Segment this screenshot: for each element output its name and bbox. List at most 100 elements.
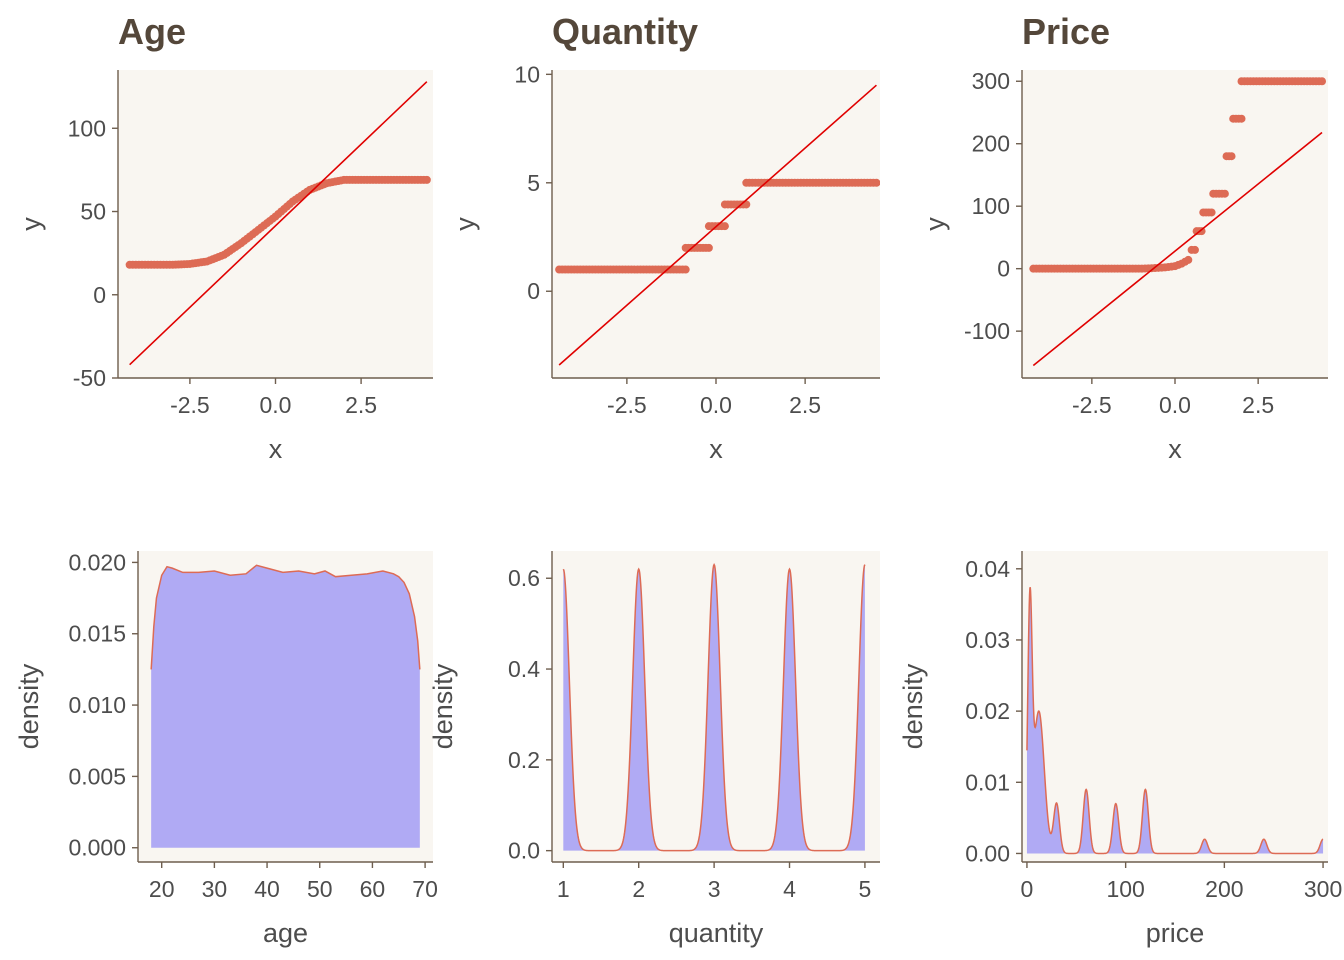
chart-3: Price -2.5 0.0 2.5 -100 0 100 200 300 x y (920, 11, 1328, 464)
density-line (1026, 587, 1324, 855)
qq-reference-line (558, 84, 877, 366)
x-tick-label: 300 (1304, 876, 1342, 902)
chart-4: 20 30 40 50 60 70 0.000 0.005 0.010 0.015 0.020 age… (14, 549, 438, 948)
chart-6: 0 100 200 300 0.00 0.01 0.02 0.03 0.04 price densi… (898, 551, 1342, 948)
y-tick-label: 0 (93, 282, 106, 308)
chart-2: Quantity -2.5 0.0 2.5 0 5 10 x y (450, 11, 880, 464)
x-tick-label: 60 (360, 876, 386, 902)
x-tick-label: 20 (149, 876, 175, 902)
y-axis-label: y (16, 217, 46, 231)
y-axis-label: density (14, 663, 44, 749)
y-tick-label: 0.005 (68, 763, 126, 789)
y-tick-label: 0.04 (965, 556, 1010, 582)
x-tick-label: 3 (708, 876, 721, 902)
chart-title: Age (118, 11, 186, 52)
y-tick-label: 0 (997, 256, 1010, 282)
x-tick-label: 1 (557, 876, 570, 902)
density-area (151, 565, 420, 848)
x-axis-label: age (263, 918, 308, 948)
x-tick-label: 0.0 (260, 392, 292, 418)
x-tick-label: 50 (307, 876, 333, 902)
x-tick-label: 0 (1021, 876, 1034, 902)
qq-point-103 (422, 175, 431, 184)
data-layer (562, 562, 866, 852)
data-layer (125, 81, 431, 366)
qq-point-53 (1190, 245, 1199, 254)
x-tick-label: 70 (412, 876, 438, 902)
chart-title: Price (1022, 11, 1110, 52)
x-axis-label: x (269, 434, 283, 464)
y-tick-label: 100 (68, 115, 106, 141)
qq-reference-line (1032, 131, 1323, 367)
qq-point-100 (1318, 77, 1327, 86)
y-tick-label: 0.4 (508, 656, 540, 682)
x-tick-label: 5 (859, 876, 872, 902)
y-axis-label: y (920, 217, 950, 231)
x-axis-label: x (1168, 434, 1182, 464)
y-tick-label: 0.000 (68, 835, 126, 861)
qq-point-110 (872, 178, 880, 187)
x-axis-label: quantity (669, 918, 764, 948)
qq-point-43 (681, 265, 690, 274)
x-axis-label: price (1146, 918, 1205, 948)
y-tick-label: 0 (527, 278, 540, 304)
x-tick-label: 100 (1106, 876, 1144, 902)
y-axis-label: y (450, 217, 480, 231)
y-tick-label: 200 (972, 131, 1010, 157)
y-tick-label: 100 (972, 193, 1010, 219)
y-tick-label: 0.010 (68, 692, 126, 718)
y-tick-label: 0.01 (965, 769, 1010, 795)
plot-panel (1022, 551, 1328, 862)
x-tick-label: 30 (202, 876, 228, 902)
y-tick-label: 50 (80, 199, 106, 225)
y-tick-label: 0.020 (68, 549, 126, 575)
x-tick-label: 2.5 (789, 392, 821, 418)
x-tick-label: 0.0 (1159, 392, 1191, 418)
y-tick-label: 0.02 (965, 698, 1010, 724)
y-tick-label: -100 (964, 318, 1010, 344)
y-tick-label: 0.2 (508, 747, 540, 773)
x-tick-label: 2.5 (1242, 392, 1274, 418)
density-line (562, 562, 866, 852)
data-layer (555, 84, 880, 366)
x-tick-label: -2.5 (607, 392, 647, 418)
qq-point-68 (1227, 152, 1236, 161)
density-area (1026, 587, 1324, 854)
qq-reference-line (129, 81, 428, 366)
chart-5: 1 2 3 4 5 0.0 0.2 0.4 0.6 quantity density (428, 551, 880, 948)
x-tick-label: -2.5 (170, 392, 210, 418)
x-tick-label: 40 (254, 876, 280, 902)
data-layer (1026, 587, 1324, 855)
data-layer (150, 564, 421, 848)
y-tick-label: 0.6 (508, 565, 540, 591)
y-axis-label: density (898, 663, 928, 749)
data-layer (1029, 77, 1327, 367)
plot-panel (1022, 70, 1328, 378)
y-tick-label: 0.00 (965, 840, 1010, 866)
y-tick-label: 0.0 (508, 838, 540, 864)
qq-point-65 (1220, 189, 1229, 198)
y-tick-label: 5 (527, 170, 540, 196)
chart-1: Age -2.5 0.0 2.5 -50 0 50 100 x y (16, 11, 433, 464)
density-area (563, 564, 865, 851)
x-tick-label: 2.5 (345, 392, 377, 418)
density-line (150, 564, 421, 670)
qq-point-51 (1184, 255, 1193, 264)
qq-point-52 (704, 243, 713, 252)
chart-title: Quantity (552, 11, 698, 52)
x-tick-label: 0.0 (700, 392, 732, 418)
y-axis-label: density (428, 663, 458, 749)
x-tick-label: 200 (1205, 876, 1243, 902)
x-axis-label: x (709, 434, 723, 464)
y-tick-label: 0.015 (68, 621, 126, 647)
x-tick-label: 2 (632, 876, 645, 902)
y-tick-label: 0.03 (965, 627, 1010, 653)
qq-point-72 (1237, 114, 1246, 123)
x-tick-label: 4 (783, 876, 796, 902)
y-tick-label: 300 (972, 68, 1010, 94)
qq-point-58 (720, 222, 729, 231)
x-tick-label: -2.5 (1072, 392, 1112, 418)
qq-point-60 (1207, 208, 1216, 217)
